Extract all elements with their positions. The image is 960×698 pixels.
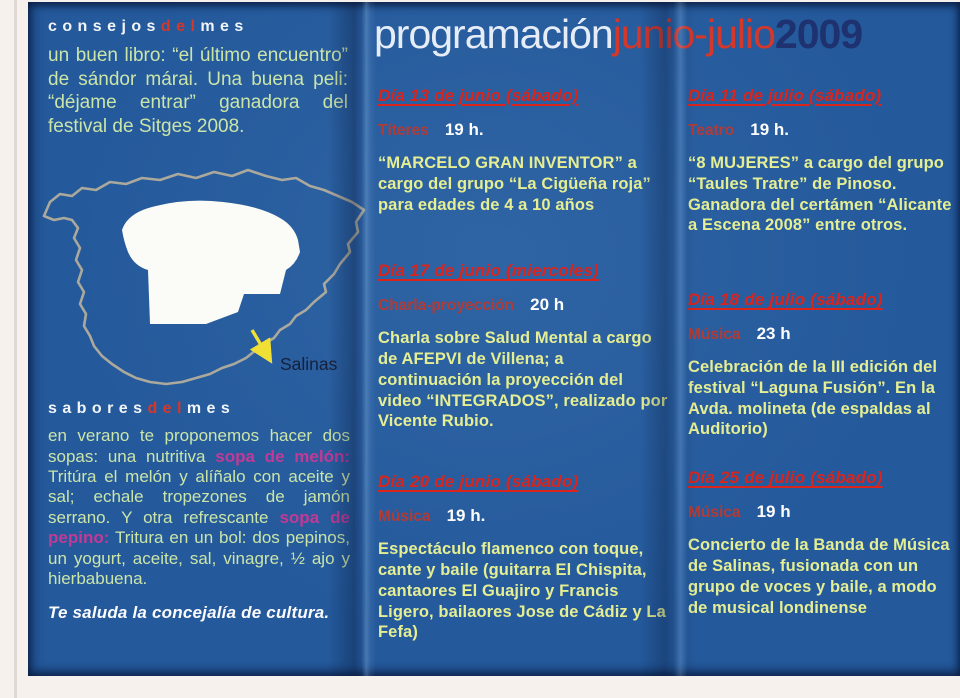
event-time: 19 h. (446, 506, 486, 526)
title-programacion: programación (374, 11, 614, 57)
event-description: Celebración de la III edición del festiv… (688, 358, 938, 439)
brochure-scan: programaciónjunio-julio2009 consejosdelm… (28, 2, 960, 676)
mes-word: mes (200, 18, 249, 35)
event-day-heading: Día 18 de julio (sábado) (688, 290, 883, 310)
event-dia-18-julio: Día 18 de julio (sábado) Música 23 h Cele… (688, 290, 960, 440)
spain-map: Salinas (38, 152, 368, 392)
consejos-word: consejos (48, 18, 161, 35)
consejos-body-text: un buen libro: “el último encuentro” de … (48, 45, 348, 137)
event-category: Charla-proyección (378, 297, 515, 315)
panel-julio: Día 11 de julio (sábado) Teatro 19 h. “8 … (688, 2, 960, 676)
event-dia-13-junio: Día 13 de junio (sábado) Títeres 19 h. “M… (378, 86, 670, 215)
event-category: Teatro (688, 122, 735, 139)
event-dia-25-julio: Día 25 de julio (sábado) Música 19 h Conc… (688, 468, 960, 618)
sabores-seg2: Tritúra el melón y alíñalo con aceite y … (48, 466, 350, 527)
event-time: 23 h (756, 324, 791, 344)
event-category: Música (688, 326, 741, 344)
event-description: Espectáculo flamenco con toque, cante y … (378, 540, 666, 642)
sopa-de-pepino-label: sopa de pepino: (48, 507, 350, 548)
event-description: “8 MUJERES” a cargo del grupo “Taules Tr… (688, 154, 952, 235)
event-meta: Música 19 h. (378, 506, 670, 526)
event-description: Charla sobre Salud Mental a cargo de AFE… (378, 329, 668, 431)
event-day-heading: Día 11 de julio (sábado) (688, 86, 882, 105)
title-months: junio-julio (612, 11, 776, 57)
event-day-heading: Día 17 de junio (miercoles) (378, 261, 599, 281)
salinas-arrow-icon (249, 329, 273, 364)
event-meta: Teatro 19 h. (688, 120, 960, 140)
consejos-del-mes-heading: consejosdelmes (48, 18, 352, 36)
mes-word: mes (186, 400, 236, 418)
panel-junio: Día 13 de junio (sábado) Títeres 19 h. “M… (378, 2, 670, 676)
event-category: Títeres (378, 122, 429, 139)
sabores-seg1: en verano te proponemos hacer dos sopas:… (48, 426, 350, 466)
event-dia-17-junio: Día 17 de junio (miercoles) Charla-proye… (378, 261, 670, 432)
event-meta: Charla-proyección 20 h (378, 295, 670, 315)
event-dia-11-julio: Día 11 de julio (sábado) Teatro 19 h. “8 … (688, 86, 960, 236)
event-meta: Música 23 h (688, 324, 960, 344)
panel-consejos: consejosdelmes un buen libro: “el último… (28, 2, 366, 676)
event-meta: Títeres 19 h. (378, 120, 670, 140)
spain-map-icon: Salinas (42, 168, 366, 386)
event-day-heading: Día 13 de junio (sábado) (378, 86, 579, 105)
event-description: “MARCELO GRAN INVENTOR” a cargo del grup… (378, 154, 651, 214)
salinas-label: Salinas (280, 354, 338, 374)
sabores-del-mes-heading: saboresdelmes (48, 400, 352, 418)
sabores-seg3: Tritura en un bol: dos pepinos, un yogur… (48, 528, 350, 588)
event-time: 19 h. (750, 120, 789, 139)
event-category: Música (378, 508, 431, 526)
event-time: 20 h (530, 295, 565, 315)
sabores-body-text: en verano te proponemos hacer dos sopas:… (48, 426, 350, 589)
event-time: 19 h. (444, 120, 484, 139)
event-meta: Música 19 h (688, 502, 960, 522)
event-day-heading: Día 25 de julio (sábado) (688, 468, 883, 488)
event-description: Concierto de la Banda de Música de Salin… (688, 536, 950, 617)
event-time: 19 h (756, 502, 791, 522)
del-word: del (160, 18, 201, 35)
spain-outline (42, 168, 366, 386)
event-category: Música (688, 504, 741, 522)
event-day-heading: Día 20 de junio (sábado) (378, 472, 579, 492)
event-dia-20-junio: Día 20 de junio (sábado) Música 19 h. Esp… (378, 472, 670, 643)
del-word: del (147, 400, 187, 418)
title-year: 2009 (774, 11, 863, 57)
concejalia-signoff: Te saluda la concejalía de cultura. (48, 603, 330, 623)
page-title: programaciónjunio-julio2009 (374, 11, 863, 57)
sopa-de-melon-label: sopa de melón: (215, 446, 350, 466)
white-blob-overlay (122, 200, 300, 325)
sabores-word: sabores (48, 400, 148, 418)
